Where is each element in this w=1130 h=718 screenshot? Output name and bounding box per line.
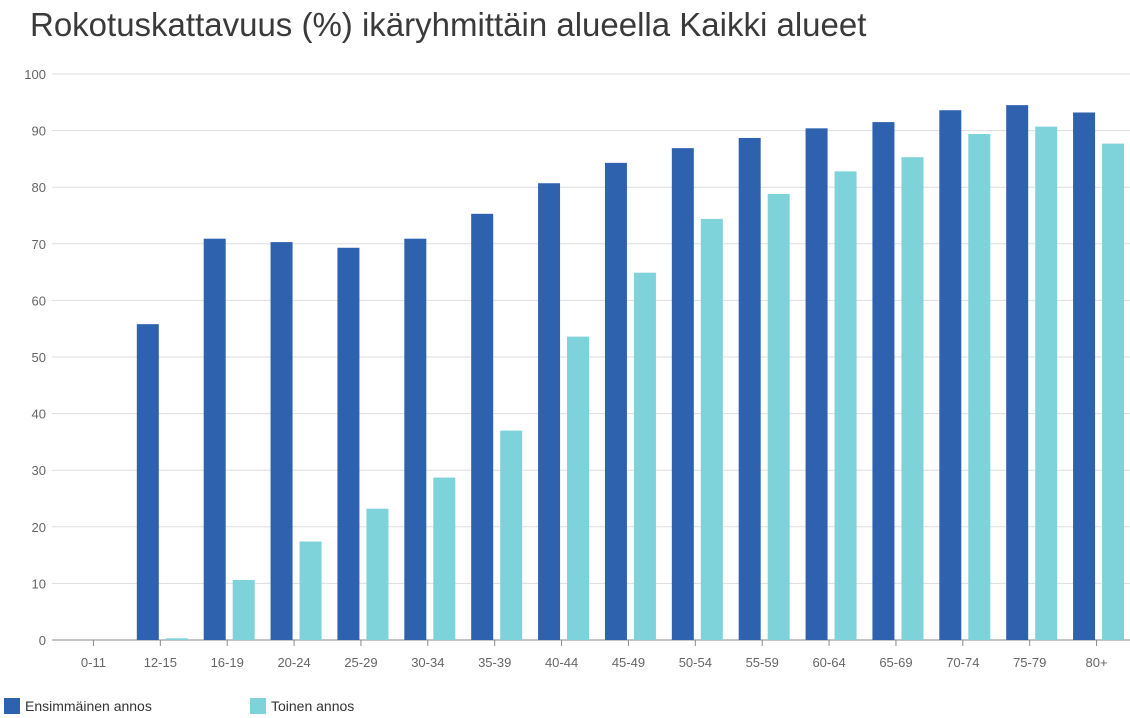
bar-first-dose-35-39[interactable] [471,213,494,640]
x-tick-label: 70-74 [946,655,979,670]
bar-second-dose-20-24[interactable] [299,541,322,640]
x-tick-label: 80+ [1086,655,1108,670]
bar-second-dose-55-59[interactable] [767,193,790,640]
bar-first-dose-30-34[interactable] [404,238,427,640]
x-tick-label: 0-11 [81,655,106,670]
bar-second-dose-50-54[interactable] [700,218,723,640]
y-tick-label: 50 [32,350,46,365]
chart-title: Rokotuskattavuus (%) ikäryhmittäin aluee… [30,6,867,43]
bar-second-dose-40-44[interactable] [567,336,590,640]
x-tick-label: 12-15 [144,655,177,670]
bar-first-dose-70-74[interactable] [939,110,962,640]
x-tick-label: 60-64 [812,655,845,670]
x-tick-label: 25-29 [344,655,377,670]
y-tick-label: 10 [32,576,46,591]
x-tick-label: 45-49 [612,655,645,670]
bar-second-dose-45-49[interactable] [633,272,656,640]
bar-first-dose-25-29[interactable] [337,247,360,640]
legend: Ensimmäinen annos Toinen annos [4,697,354,715]
legend-label-first-dose: Ensimmäinen annos [25,698,152,714]
y-tick-label: 40 [32,407,46,422]
legend-swatch-second-dose [250,698,266,714]
bar-first-dose-60-64[interactable] [805,128,828,640]
bar-first-dose-80+[interactable] [1073,112,1096,641]
y-tick-label: 60 [32,293,46,308]
bar-second-dose-16-19[interactable] [232,580,255,640]
bar-second-dose-12-15[interactable] [165,638,188,640]
bar-chart: 0 10 20 30 40 50 60 70 80 90 100 0-11 12-15 16-19 20-… [24,67,1130,670]
y-tick-label: 30 [32,463,46,478]
x-tick-label: 65-69 [879,655,912,670]
bar-second-dose-80+[interactable] [1102,143,1125,641]
bar-second-dose-65-69[interactable] [901,157,924,640]
y-axis-ticks: 0 10 20 30 40 50 60 70 80 90 100 [24,67,46,648]
x-tick-label: 55-59 [746,655,779,670]
bar-second-dose-25-29[interactable] [366,508,389,640]
bar-first-dose-45-49[interactable] [604,162,627,640]
x-tick-label: 50-54 [679,655,712,670]
bar-second-dose-35-39[interactable] [500,430,523,640]
x-tick-label: 35-39 [478,655,511,670]
bar-first-dose-55-59[interactable] [738,137,761,640]
y-tick-label: 0 [39,633,46,648]
x-axis-ticks: 0-11 12-15 16-19 20-24 25-29 30-34 35-39 40-44 4… [81,640,1108,670]
y-tick-label: 80 [32,180,46,195]
x-tick-label: 75-79 [1013,655,1046,670]
bar-second-dose-75-79[interactable] [1035,126,1058,640]
legend-swatch-first-dose [4,698,20,714]
y-tick-label: 20 [32,520,46,535]
x-tick-label: 40-44 [545,655,578,670]
x-tick-label: 30-34 [411,655,444,670]
bar-first-dose-50-54[interactable] [671,148,694,640]
y-tick-label: 70 [32,237,46,252]
legend-label-second-dose: Toinen annos [271,698,355,714]
bar-second-dose-30-34[interactable] [433,477,456,640]
bar-first-dose-40-44[interactable] [538,183,561,640]
bar-second-dose-70-74[interactable] [968,133,991,640]
bar-second-dose-60-64[interactable] [834,171,857,641]
bars [136,105,1125,641]
x-tick-label: 20-24 [277,655,310,670]
x-tick-label: 16-19 [211,655,244,670]
legend-item-second-dose[interactable]: Toinen annos [250,698,354,714]
bar-first-dose-20-24[interactable] [270,242,293,641]
bar-first-dose-65-69[interactable] [872,122,895,641]
bar-first-dose-12-15[interactable] [136,324,159,640]
legend-item-first-dose[interactable]: Ensimmäinen annos [4,698,250,714]
y-tick-label: 90 [32,124,46,139]
bar-first-dose-16-19[interactable] [203,238,226,640]
y-tick-label: 100 [24,67,46,82]
bar-first-dose-75-79[interactable] [1006,105,1029,640]
